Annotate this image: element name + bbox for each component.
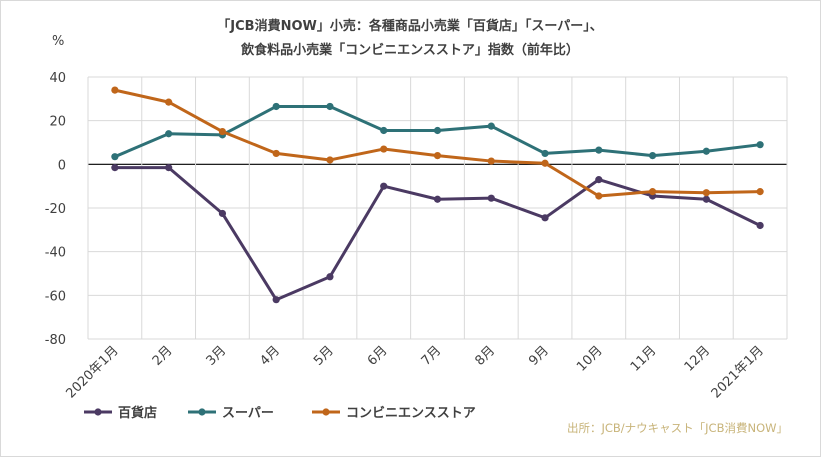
x-tick-label: 9月 (526, 343, 552, 369)
data-point (218, 209, 227, 218)
x-tick-label: 5月 (311, 343, 337, 369)
data-point (272, 296, 280, 304)
series-layer (111, 86, 764, 304)
x-tick-label: 12月 (682, 343, 713, 374)
x-tick-label: 2020年1月 (63, 343, 121, 401)
data-point (380, 126, 388, 135)
data-point (326, 273, 334, 281)
y-tick-label: -40 (45, 246, 66, 261)
data-point (487, 122, 495, 130)
x-tick-label: 2月 (150, 343, 176, 369)
data-point (756, 141, 764, 149)
legend-label: スーパー (222, 406, 274, 421)
data-point (595, 176, 603, 184)
data-point (111, 164, 119, 172)
y-axis-unit-label: % (52, 34, 64, 49)
y-tick-labels: 40 20 0 -20 -40 -60 -80 (45, 71, 66, 348)
data-point (541, 214, 549, 222)
legend-label: 百貨店 (118, 405, 157, 421)
x-tick-label: 11月 (628, 343, 659, 374)
data-point (272, 149, 280, 158)
data-point (648, 152, 657, 160)
data-point (433, 195, 442, 203)
chart-title-line2: 飲食料品小売業「コンビニエンスストア」指数（前年比） (240, 42, 579, 58)
x-tick-label: 2021年1月 (709, 343, 767, 401)
y-tick-label: -20 (45, 202, 66, 217)
data-point (702, 195, 710, 203)
data-point (433, 152, 442, 160)
data-point (326, 102, 334, 111)
x-tick-label: 10月 (574, 343, 605, 374)
series-line (114, 166, 761, 302)
y-tick-label: 40 (49, 71, 66, 86)
legend-label: コンビニエンスストア (346, 405, 476, 421)
data-point (272, 102, 280, 111)
data-point (702, 147, 710, 155)
x-tick-label: 3月 (204, 343, 230, 369)
data-point (111, 153, 119, 161)
data-point (380, 182, 388, 190)
x-tick-label: 7月 (419, 343, 445, 369)
source-note: 出所：JCB/ナウキャスト「JCB消費NOW」 (567, 421, 788, 435)
x-tick-label: 8月 (472, 343, 498, 369)
data-point (648, 188, 657, 196)
legend: 百貨店 スーパー コンビニエンスストア (84, 405, 476, 421)
y-tick-label: 20 (49, 115, 66, 130)
data-point (487, 194, 495, 202)
data-point (756, 188, 764, 196)
data-point (380, 145, 388, 153)
chart-title-line1: 「JCB消費NOW」小売：各種商品小売業「百貨店」「スーパー」、 (217, 18, 602, 34)
legend-marker (94, 408, 102, 416)
series-line (114, 88, 761, 198)
data-point (487, 157, 495, 165)
grid (87, 76, 788, 340)
legend-marker (198, 408, 206, 416)
data-point (165, 130, 173, 138)
data-point (218, 127, 227, 136)
y-tick-label: -60 (45, 289, 66, 304)
data-point (541, 159, 549, 167)
data-point (541, 149, 549, 158)
data-point (702, 189, 710, 197)
data-point (111, 86, 119, 94)
data-point (165, 164, 173, 172)
data-point (595, 192, 603, 200)
y-tick-label: -80 (45, 333, 66, 348)
data-point (433, 126, 442, 135)
data-point (326, 156, 334, 164)
data-point (756, 221, 764, 230)
data-point (165, 98, 173, 106)
y-tick-label: 0 (58, 158, 66, 173)
data-point (595, 146, 603, 154)
legend-marker (322, 408, 330, 416)
x-tick-label: 4月 (257, 343, 283, 369)
x-tick-label: 6月 (365, 343, 391, 369)
